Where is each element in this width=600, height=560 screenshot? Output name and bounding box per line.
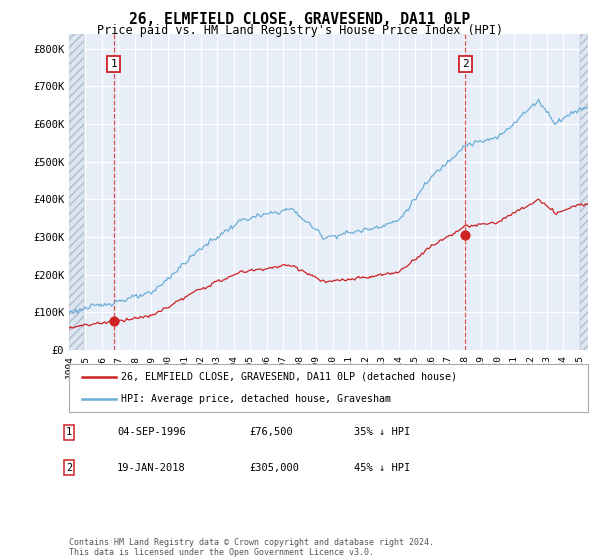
FancyBboxPatch shape — [69, 364, 588, 412]
Text: 26, ELMFIELD CLOSE, GRAVESEND, DA11 0LP: 26, ELMFIELD CLOSE, GRAVESEND, DA11 0LP — [130, 12, 470, 27]
Text: 45% ↓ HPI: 45% ↓ HPI — [354, 463, 410, 473]
Point — [460, 231, 470, 240]
Text: HPI: Average price, detached house, Gravesham: HPI: Average price, detached house, Grav… — [121, 394, 391, 404]
Point — [109, 317, 118, 326]
Text: 1: 1 — [110, 59, 117, 69]
Bar — [69, 34, 84, 350]
Text: 2: 2 — [462, 59, 469, 69]
Bar — [580, 34, 600, 350]
Text: 2: 2 — [66, 463, 72, 473]
Text: 35% ↓ HPI: 35% ↓ HPI — [354, 427, 410, 437]
Text: Price paid vs. HM Land Registry's House Price Index (HPI): Price paid vs. HM Land Registry's House … — [97, 24, 503, 36]
Text: Contains HM Land Registry data © Crown copyright and database right 2024.
This d: Contains HM Land Registry data © Crown c… — [69, 538, 434, 557]
Text: 26, ELMFIELD CLOSE, GRAVESEND, DA11 0LP (detached house): 26, ELMFIELD CLOSE, GRAVESEND, DA11 0LP … — [121, 372, 457, 382]
Text: £305,000: £305,000 — [249, 463, 299, 473]
Text: 1: 1 — [66, 427, 72, 437]
Text: 04-SEP-1996: 04-SEP-1996 — [117, 427, 186, 437]
Text: 19-JAN-2018: 19-JAN-2018 — [117, 463, 186, 473]
Text: £76,500: £76,500 — [249, 427, 293, 437]
